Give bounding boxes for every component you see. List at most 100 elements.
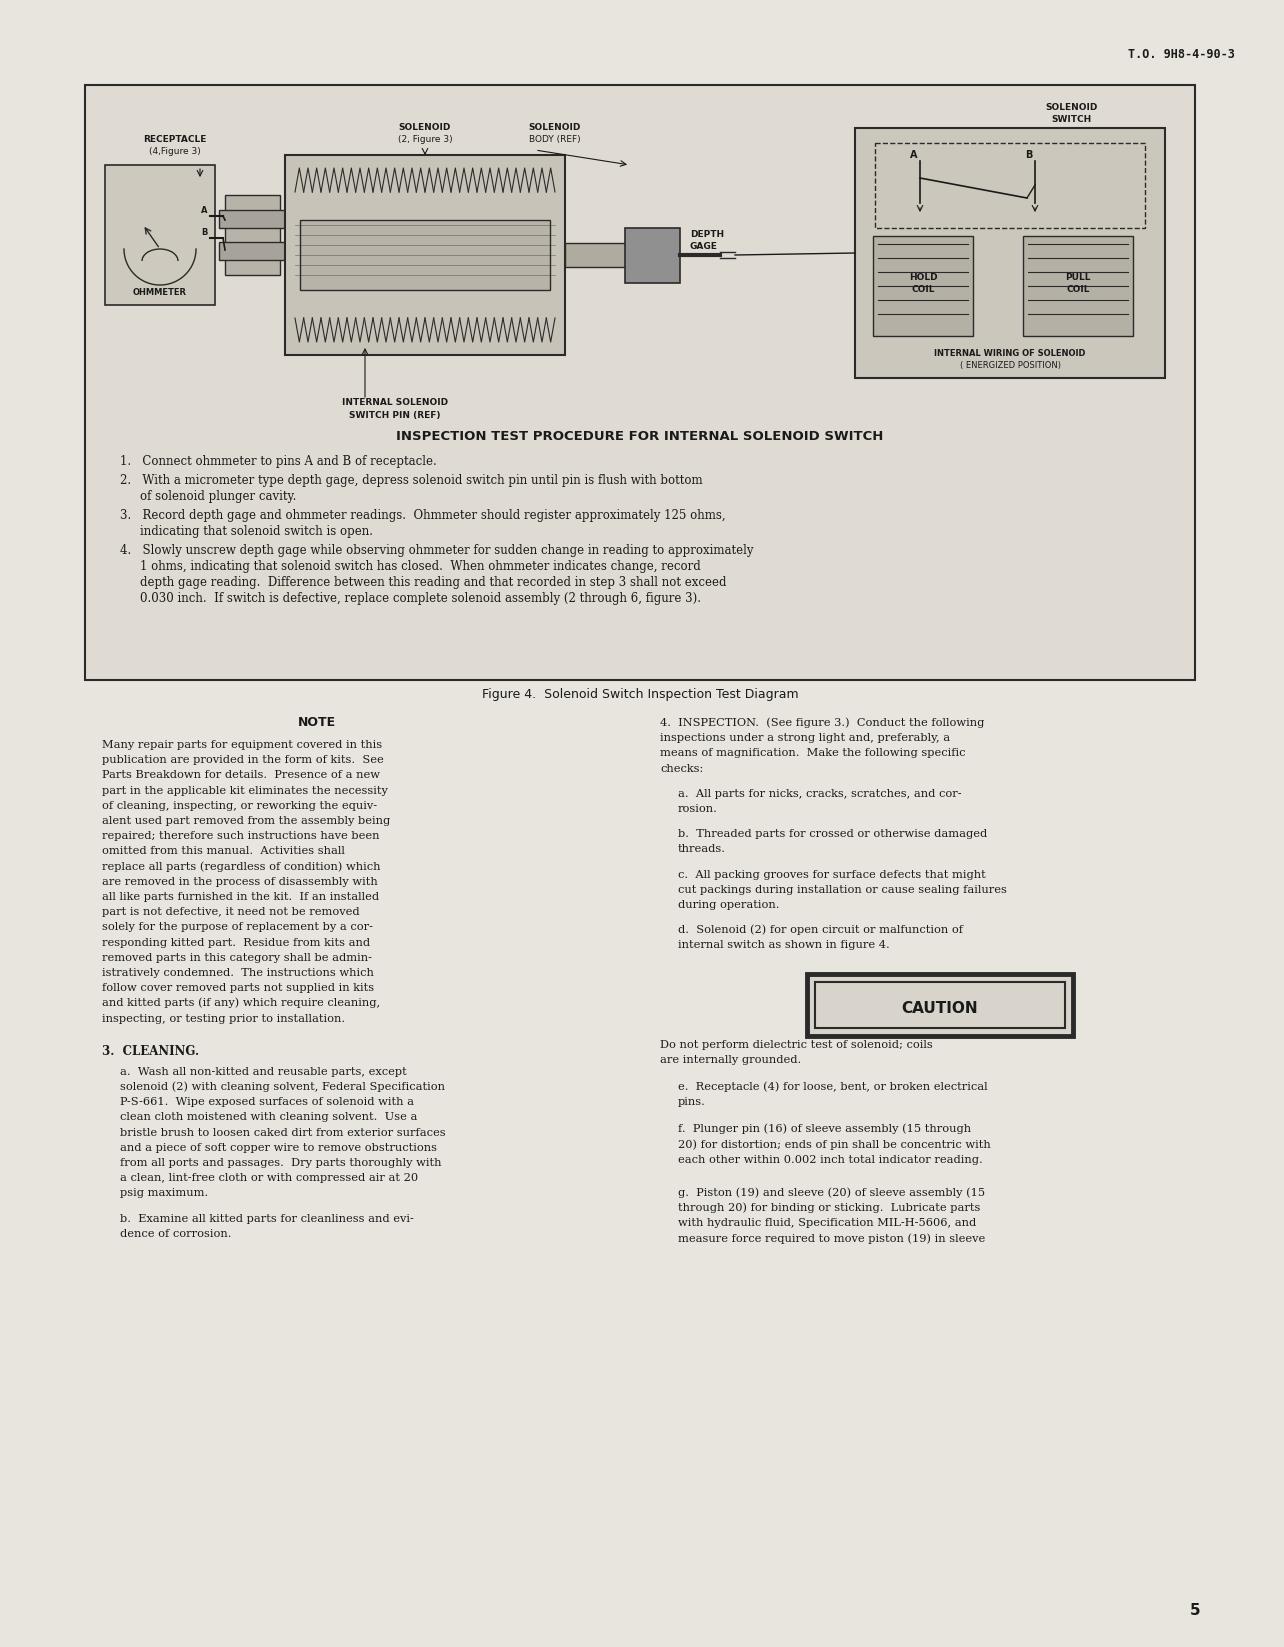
Bar [815,982,1064,1028]
Text: OHMMETER: OHMMETER [134,288,187,296]
Text: threads.: threads. [678,845,725,855]
Bar [220,211,286,227]
Bar [808,973,1073,1036]
Text: COIL: COIL [912,285,935,295]
Text: measure force required to move piston (19) in sleeve: measure force required to move piston (1… [678,1234,985,1243]
Text: indicating that solenoid switch is open.: indicating that solenoid switch is open. [140,525,372,539]
Text: SOLENOID: SOLENOID [529,124,582,132]
Text: and a piece of soft copper wire to remove obstructions: and a piece of soft copper wire to remov… [119,1143,437,1153]
Text: B: B [202,227,208,237]
Text: a.  Wash all non-kitted and reusable parts, except: a. Wash all non-kitted and reusable part… [119,1067,407,1077]
Text: with hydraulic fluid, Specification MIL-H-5606, and: with hydraulic fluid, Specification MIL-… [678,1219,976,1229]
Text: NOTE: NOTE [298,716,336,730]
Text: omitted from this manual.  Activities shall: omitted from this manual. Activities sha… [101,847,345,856]
Text: Many repair parts for equipment covered in this: Many repair parts for equipment covered … [101,740,383,749]
Bar [300,221,550,290]
Text: of solenoid plunger cavity.: of solenoid plunger cavity. [140,491,297,502]
Text: f.  Plunger pin (16) of sleeve assembly (15 through: f. Plunger pin (16) of sleeve assembly (… [678,1123,971,1135]
Text: 0.030 inch.  If switch is defective, replace complete solenoid assembly (2 throu: 0.030 inch. If switch is defective, repl… [140,591,701,604]
Text: ( ENERGIZED POSITION): ( ENERGIZED POSITION) [959,361,1061,371]
Text: depth gage reading.  Difference between this reading and that recorded in step 3: depth gage reading. Difference between t… [140,576,727,590]
Text: all like parts furnished in the kit.  If an installed: all like parts furnished in the kit. If … [101,893,379,903]
Text: Parts Breakdown for details.  Presence of a new: Parts Breakdown for details. Presence of… [101,771,380,781]
Text: Do not perform dielectric test of solenoid; coils: Do not perform dielectric test of soleno… [660,1039,932,1049]
Bar [625,227,681,283]
Text: c.  All packing grooves for surface defects that might: c. All packing grooves for surface defec… [678,870,986,879]
Text: CAUTION: CAUTION [901,1001,978,1016]
Text: checks:: checks: [660,764,704,774]
Text: a clean, lint-free cloth or with compressed air at 20: a clean, lint-free cloth or with compres… [119,1173,419,1183]
Text: PULL: PULL [1066,273,1090,282]
Text: removed parts in this category shall be admin-: removed parts in this category shall be … [101,954,372,963]
Text: of cleaning, inspecting, or reworking the equiv-: of cleaning, inspecting, or reworking th… [101,800,377,810]
Text: INTERNAL SOLENOID: INTERNAL SOLENOID [342,399,448,407]
Text: HOLD: HOLD [909,273,937,282]
Text: (2, Figure 3): (2, Figure 3) [398,135,452,143]
Text: are internally grounded.: are internally grounded. [660,1054,801,1066]
Text: INTERNAL WIRING OF SOLENOID: INTERNAL WIRING OF SOLENOID [935,349,1086,357]
Text: 1 ohms, indicating that solenoid switch has closed.  When ohmmeter indicates cha: 1 ohms, indicating that solenoid switch … [140,560,701,573]
Text: solenoid (2) with cleaning solvent, Federal Specification: solenoid (2) with cleaning solvent, Fede… [119,1082,446,1092]
Text: dence of corrosion.: dence of corrosion. [119,1229,231,1239]
Text: b.  Examine all kitted parts for cleanliness and evi-: b. Examine all kitted parts for cleanlin… [119,1214,413,1224]
Text: and kitted parts (if any) which require cleaning,: and kitted parts (if any) which require … [101,998,380,1008]
Text: 1.   Connect ohmmeter to pins A and B of receptacle.: 1. Connect ohmmeter to pins A and B of r… [119,455,437,468]
Text: psig maximum.: psig maximum. [119,1189,208,1199]
Text: follow cover removed parts not supplied in kits: follow cover removed parts not supplied … [101,983,374,993]
Text: INSPECTION TEST PROCEDURE FOR INTERNAL SOLENOID SWITCH: INSPECTION TEST PROCEDURE FOR INTERNAL S… [397,430,883,443]
Text: means of magnification.  Make the following specific: means of magnification. Make the followi… [660,748,966,758]
Text: g.  Piston (19) and sleeve (20) of sleeve assembly (15: g. Piston (19) and sleeve (20) of sleeve… [678,1187,985,1197]
Bar [1023,236,1132,336]
Bar [873,236,973,336]
Text: 2.   With a micrometer type depth gage, depress solenoid switch pin until pin is: 2. With a micrometer type depth gage, de… [119,474,702,488]
Text: bristle brush to loosen caked dirt from exterior surfaces: bristle brush to loosen caked dirt from … [119,1128,446,1138]
Text: clean cloth moistened with cleaning solvent.  Use a: clean cloth moistened with cleaning solv… [119,1112,417,1122]
Bar [855,128,1165,379]
Bar [565,244,636,267]
Text: inspections under a strong light and, preferably, a: inspections under a strong light and, pr… [660,733,950,743]
Text: repaired; therefore such instructions have been: repaired; therefore such instructions ha… [101,832,380,842]
Text: a.  All parts for nicks, cracks, scratches, and cor-: a. All parts for nicks, cracks, scratche… [678,789,962,799]
Text: SWITCH PIN (REF): SWITCH PIN (REF) [349,412,440,420]
Bar [225,194,280,275]
Text: 4.  INSPECTION.  (See figure 3.)  Conduct the following: 4. INSPECTION. (See figure 3.) Conduct t… [660,718,985,728]
Bar [105,165,214,305]
Text: istratively condemned.  The instructions which: istratively condemned. The instructions … [101,968,374,978]
Text: rosion.: rosion. [678,804,718,814]
Text: BODY (REF): BODY (REF) [529,135,580,143]
Text: d.  Solenoid (2) for open circuit or malfunction of: d. Solenoid (2) for open circuit or malf… [678,924,963,935]
Text: SOLENOID: SOLENOID [1045,104,1098,112]
Text: pins.: pins. [678,1097,706,1107]
Text: replace all parts (regardless of condition) which: replace all parts (regardless of conditi… [101,861,380,871]
Text: (4,Figure 3): (4,Figure 3) [149,147,200,156]
Text: each other within 0.002 inch total indicator reading.: each other within 0.002 inch total indic… [678,1155,982,1164]
Text: are removed in the process of disassembly with: are removed in the process of disassembl… [101,876,377,886]
Text: inspecting, or testing prior to installation.: inspecting, or testing prior to installa… [101,1013,345,1023]
Text: b.  Threaded parts for crossed or otherwise damaged: b. Threaded parts for crossed or otherwi… [678,828,987,840]
Text: e.  Receptacle (4) for loose, bent, or broken electrical: e. Receptacle (4) for loose, bent, or br… [678,1082,987,1092]
Text: RECEPTACLE: RECEPTACLE [144,135,207,143]
Bar [85,86,1195,680]
Text: Figure 4.  Solenoid Switch Inspection Test Diagram: Figure 4. Solenoid Switch Inspection Tes… [482,688,799,702]
Text: DEPTH: DEPTH [690,231,724,239]
Text: solely for the purpose of replacement by a cor-: solely for the purpose of replacement by… [101,922,372,932]
Text: P-S-661.  Wipe exposed surfaces of solenoid with a: P-S-661. Wipe exposed surfaces of soleno… [119,1097,413,1107]
Text: SWITCH: SWITCH [1052,115,1093,124]
Bar [285,155,565,356]
Text: GAGE: GAGE [690,242,718,250]
Text: from all ports and passages.  Dry parts thoroughly with: from all ports and passages. Dry parts t… [119,1158,442,1168]
Text: part in the applicable kit eliminates the necessity: part in the applicable kit eliminates th… [101,786,388,796]
Text: publication are provided in the form of kits.  See: publication are provided in the form of … [101,756,384,766]
Text: A: A [202,206,208,216]
Text: internal switch as shown in figure 4.: internal switch as shown in figure 4. [678,940,890,950]
Text: cut packings during installation or cause sealing failures: cut packings during installation or caus… [678,884,1007,894]
Text: COIL: COIL [1066,285,1090,295]
Bar [874,143,1145,227]
Text: 3.  CLEANING.: 3. CLEANING. [101,1044,199,1057]
Text: through 20) for binding or sticking.  Lubricate parts: through 20) for binding or sticking. Lub… [678,1202,981,1214]
Text: 4.   Slowly unscrew depth gage while observing ohmmeter for sudden change in rea: 4. Slowly unscrew depth gage while obser… [119,544,754,557]
Text: SOLENOID: SOLENOID [399,124,451,132]
Text: during operation.: during operation. [678,899,779,911]
Text: part is not defective, it need not be removed: part is not defective, it need not be re… [101,907,360,917]
Text: A: A [910,150,918,160]
